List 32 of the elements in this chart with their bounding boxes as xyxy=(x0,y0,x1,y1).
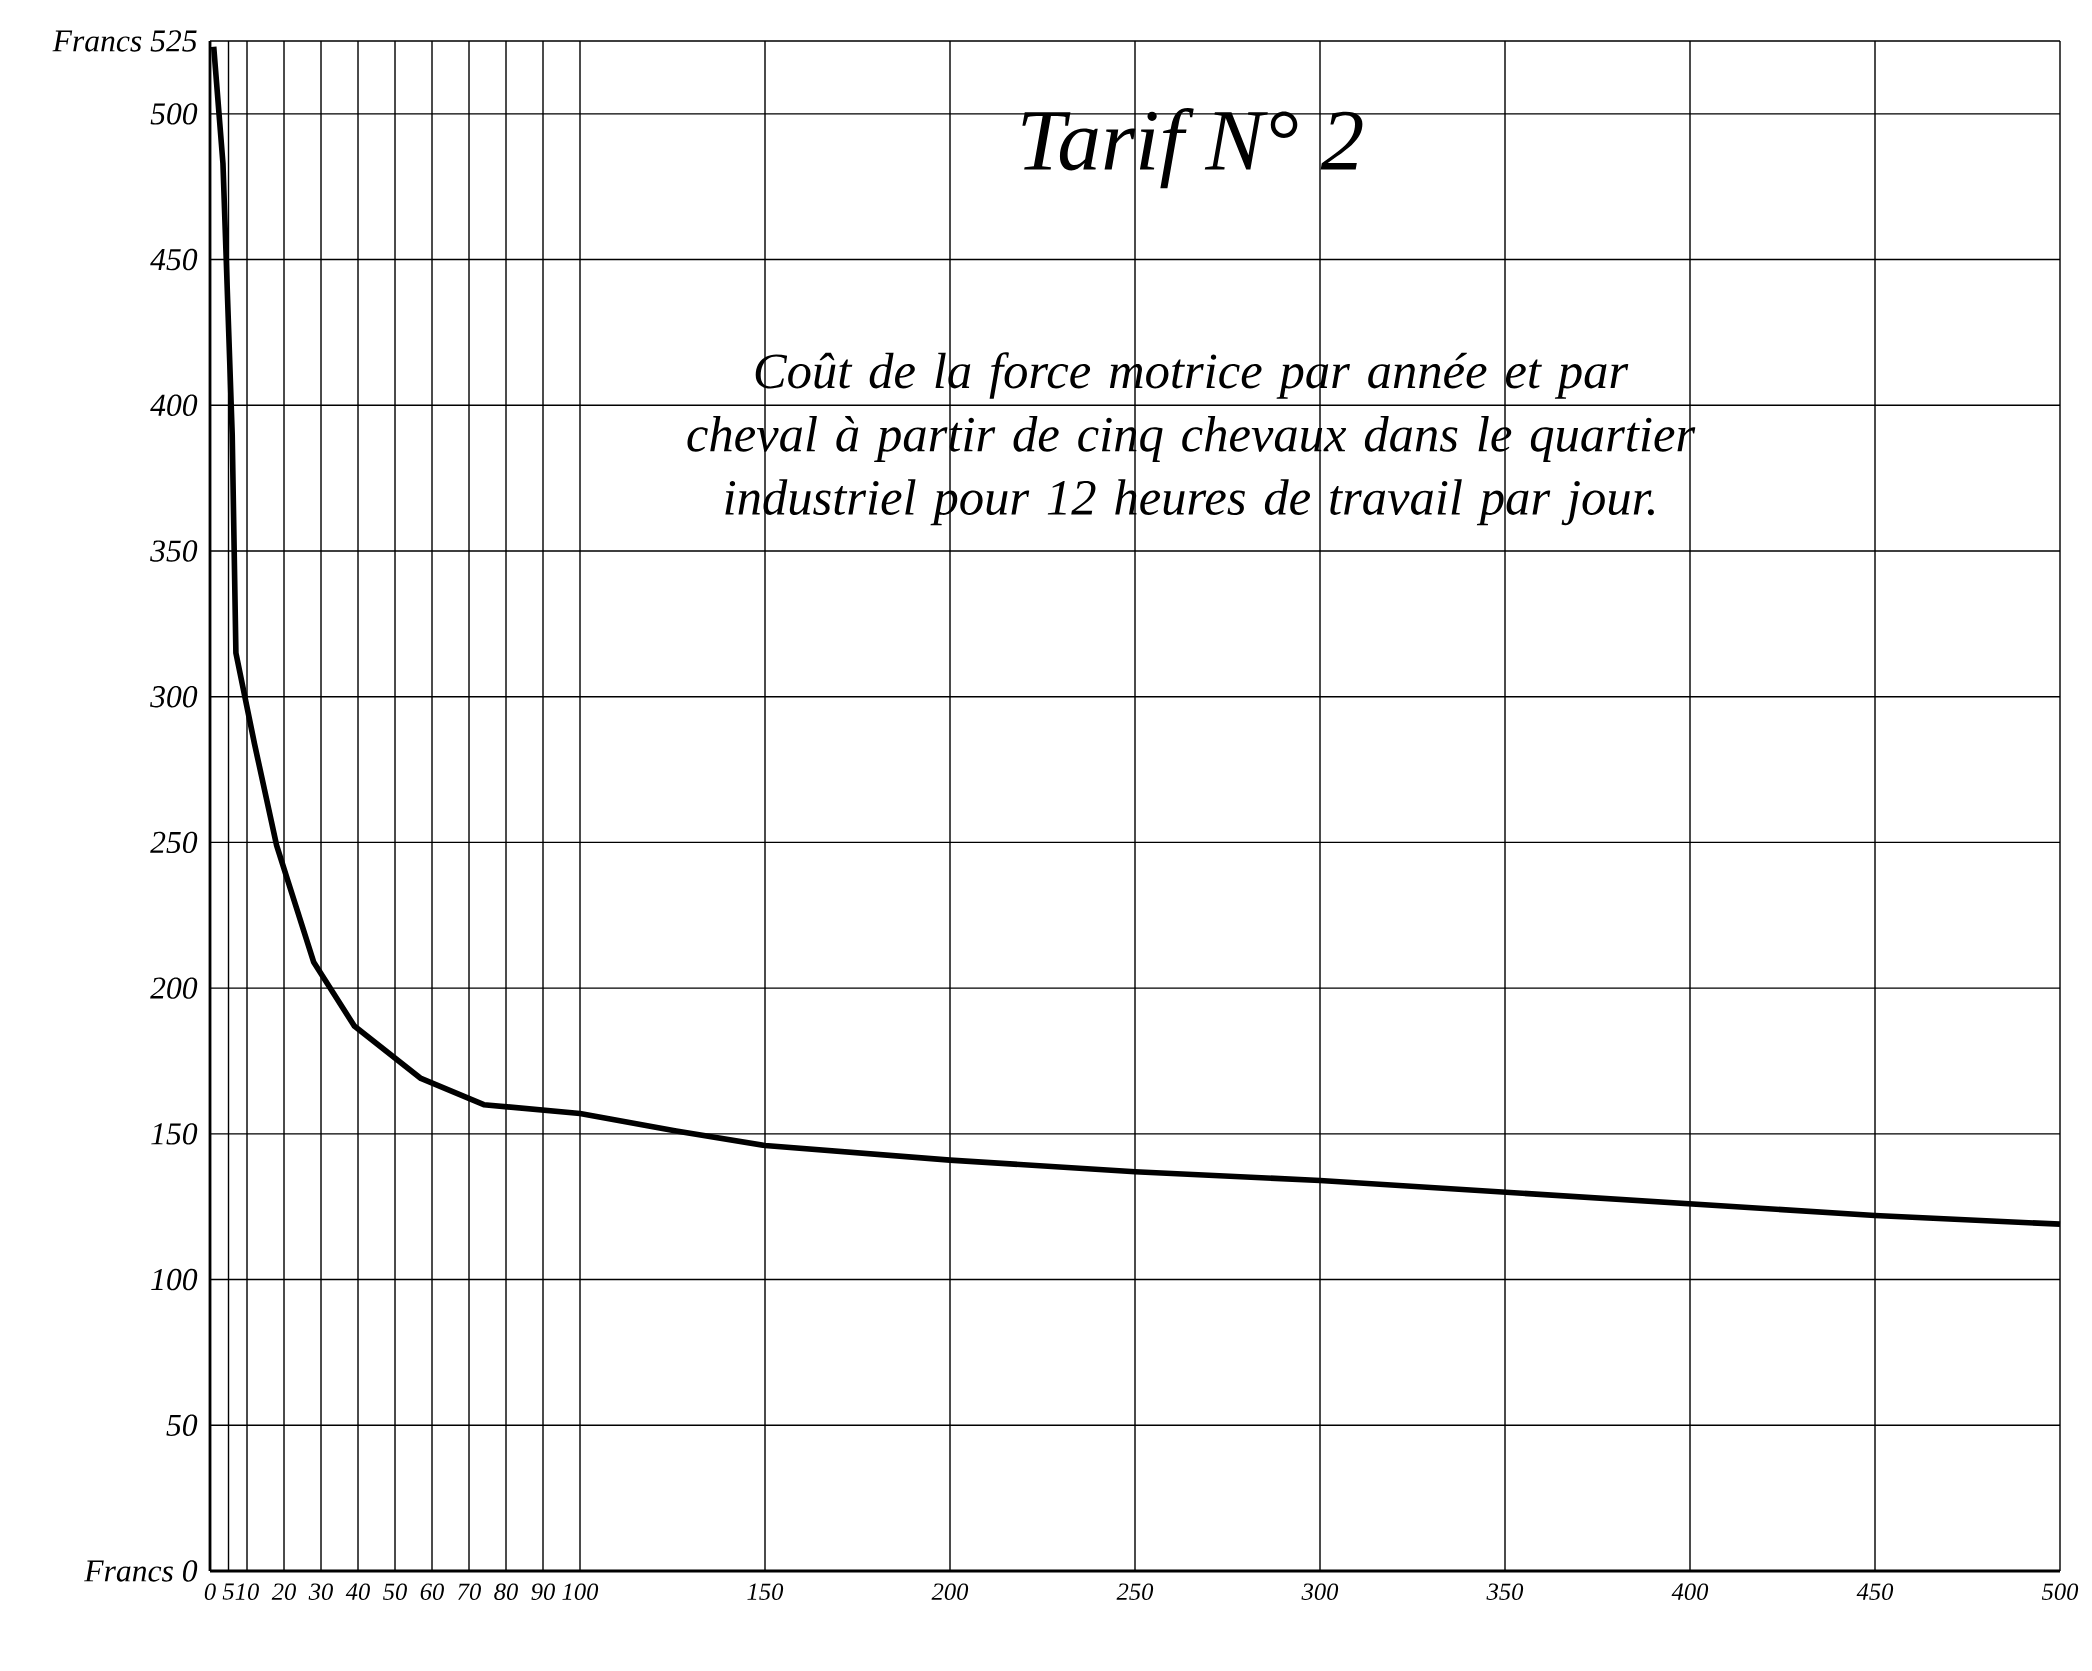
y-tick-label: Francs 0 xyxy=(84,1560,198,1582)
x-tick-label: 150 xyxy=(747,1583,784,1600)
x-tick-label: 10 xyxy=(235,1583,259,1600)
x-tick-label: 40 xyxy=(345,1583,370,1600)
y-tick-label: 100 xyxy=(151,1268,198,1291)
x-tick-label: 250 xyxy=(1116,1583,1154,1600)
y-tick-label: 400 xyxy=(150,394,198,416)
x-tick-label: 100 xyxy=(562,1583,599,1600)
y-tick-label: 150 xyxy=(151,1123,198,1145)
x-tick-label: 0 xyxy=(204,1583,216,1600)
y-tick-label: 200 xyxy=(150,977,198,999)
y-tick-label: 300 xyxy=(150,686,198,708)
x-tick-label: 500 xyxy=(2041,1583,2079,1600)
y-tick-label: 500 xyxy=(150,103,198,125)
x-tick-label: 400 xyxy=(1671,1583,1709,1600)
y-tick-label: 250 xyxy=(150,831,198,854)
x-tick-label: 90 xyxy=(531,1583,555,1600)
x-tick-label: 5 xyxy=(222,1583,234,1600)
x-tick-label: 450 xyxy=(1856,1583,1894,1600)
y-tick-label: 50 xyxy=(166,1414,198,1436)
x-tick-label: 200 xyxy=(931,1583,969,1600)
y-tick-label: Francs 525 xyxy=(52,30,197,52)
x-tick-label: 50 xyxy=(383,1583,407,1600)
x-tick-label: 70 xyxy=(458,1583,481,1600)
x-tick-label: 300 xyxy=(1301,1583,1339,1600)
y-tick-label: 450 xyxy=(150,248,198,271)
x-tick-label: 60 xyxy=(420,1583,444,1600)
x-tick-label: 30 xyxy=(308,1583,333,1600)
y-tick-label: 350 xyxy=(150,540,198,562)
x-tick-label: 350 xyxy=(1486,1583,1524,1600)
x-tick-label: 20 xyxy=(271,1583,296,1600)
x-tick-label: 80 xyxy=(494,1583,518,1600)
